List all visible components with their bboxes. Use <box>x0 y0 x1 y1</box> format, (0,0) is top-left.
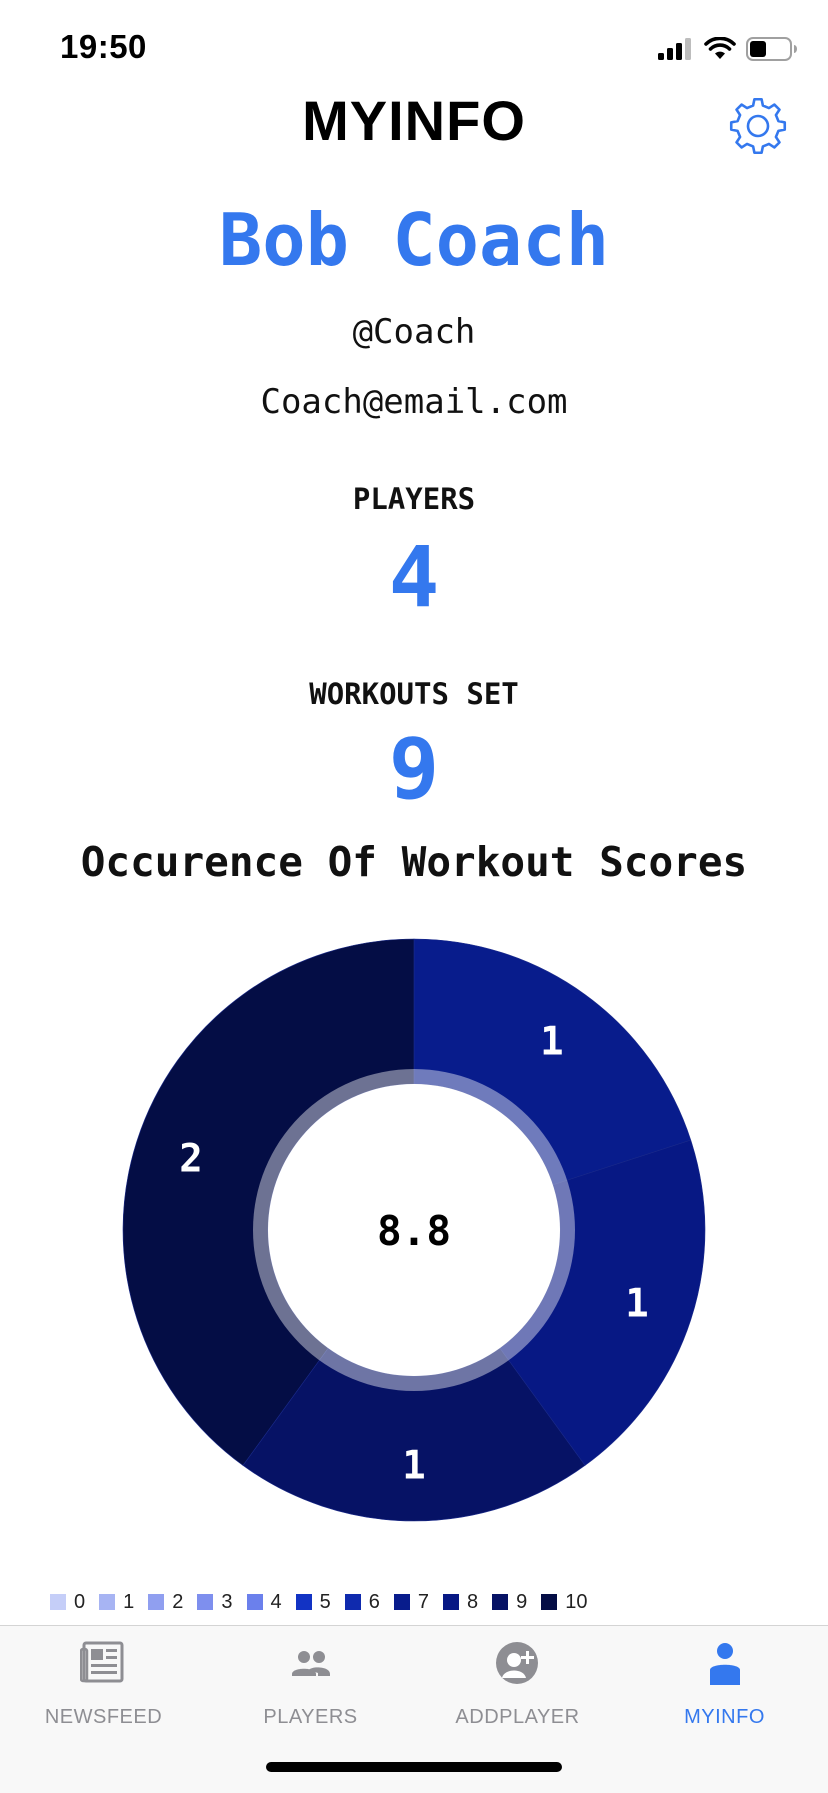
tab-players[interactable]: PLAYERS <box>207 1626 414 1736</box>
gear-icon <box>729 97 787 155</box>
legend-label: 0 <box>74 1590 86 1613</box>
legend-label: 8 <box>467 1590 479 1613</box>
settings-button[interactable] <box>725 93 791 159</box>
people-icon <box>291 1651 330 1676</box>
legend-item[interactable]: 4 <box>246 1590 282 1614</box>
legend-item[interactable]: 1 <box>99 1591 134 1614</box>
legend-label: 3 <box>221 1590 233 1613</box>
legend-label: 9 <box>516 1590 528 1613</box>
legend-swatch <box>246 1594 263 1610</box>
profile-name: Bob Coach <box>218 198 610 282</box>
legend-item[interactable]: 9 <box>492 1591 527 1614</box>
slice-label-score-7: 1 <box>540 1019 563 1064</box>
legend-swatch <box>492 1594 509 1610</box>
players-label: PLAYERS <box>352 482 476 516</box>
legend-item[interactable]: 10 <box>541 1590 588 1614</box>
legend-swatch <box>344 1594 361 1610</box>
legend-swatch <box>443 1594 459 1610</box>
workouts-count: 9 <box>388 720 440 818</box>
profile-handle: @Coach <box>352 312 476 352</box>
legend-label: 10 <box>565 1590 588 1613</box>
legend-swatch <box>295 1594 312 1610</box>
legend-swatch <box>99 1594 116 1610</box>
score-donut-chart: 1 1 1 2 8.8 <box>0 900 828 1560</box>
tab-addplayer[interactable]: ADDPLAYER <box>414 1626 621 1736</box>
legend-item[interactable]: 6 <box>344 1590 380 1614</box>
legend-item[interactable]: 5 <box>295 1590 331 1614</box>
legend-label: 2 <box>172 1590 184 1613</box>
legend-swatch <box>148 1594 165 1610</box>
slice-label-score-8: 1 <box>625 1281 648 1326</box>
tab-myinfo-label: MYINFO <box>684 1706 765 1728</box>
legend-item[interactable]: 7 <box>393 1590 429 1614</box>
status-icons <box>658 34 798 64</box>
players-count: 4 <box>388 528 440 626</box>
tab-newsfeed[interactable]: NEWSFEED <box>0 1626 207 1736</box>
chart-legend: 0 1 2 3 4 5 6 7 8 9 10 <box>50 1587 588 1617</box>
battery-icon <box>746 37 797 61</box>
cellular-signal-icon <box>658 38 691 60</box>
profile-email: Coach@email.com <box>260 382 568 422</box>
legend-swatch <box>541 1594 558 1610</box>
legend-swatch <box>393 1594 410 1610</box>
tab-players-label: PLAYERS <box>263 1706 358 1728</box>
legend-swatch <box>50 1594 66 1610</box>
chart-title: Occurence Of Workout Scores <box>80 838 748 886</box>
person-icon <box>709 1643 740 1685</box>
wifi-icon <box>704 37 736 59</box>
workouts-label: WORKOUTS SET <box>309 677 519 711</box>
legend-item[interactable]: 0 <box>50 1591 85 1614</box>
legend-item[interactable]: 2 <box>148 1591 183 1614</box>
legend-label: 6 <box>368 1590 380 1613</box>
legend-label: 4 <box>270 1590 282 1613</box>
tab-addplayer-label: ADDPLAYER <box>455 1706 580 1728</box>
slice-label-score-10: 2 <box>179 1137 202 1182</box>
tab-newsfeed-label: NEWSFEED <box>44 1706 163 1728</box>
tab-myinfo[interactable]: MYINFO <box>621 1626 828 1736</box>
slice-label-score-9: 1 <box>402 1444 425 1489</box>
donut-hole <box>268 1084 560 1376</box>
legend-label: 7 <box>417 1590 429 1613</box>
legend-item[interactable]: 8 <box>443 1591 478 1614</box>
newspaper-icon <box>79 1641 123 1683</box>
home-indicator <box>266 1762 562 1772</box>
legend-item[interactable]: 3 <box>197 1590 233 1614</box>
legend-label: 1 <box>123 1590 135 1613</box>
page-title: MYINFO <box>302 89 526 152</box>
average-score-value: 8.8 <box>377 1207 451 1255</box>
legend-swatch <box>197 1594 214 1610</box>
status-bar: 19:50 <box>0 0 828 100</box>
legend-label: 5 <box>319 1590 331 1613</box>
status-time: 19:50 <box>60 28 147 65</box>
add-person-icon <box>495 1642 538 1684</box>
